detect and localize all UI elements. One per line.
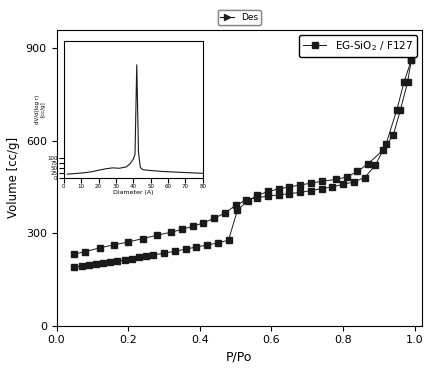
Legend: Des: Des [217, 10, 260, 25]
X-axis label: P/Po: P/Po [226, 351, 252, 364]
Y-axis label: Volume [cc/g]: Volume [cc/g] [7, 137, 20, 218]
